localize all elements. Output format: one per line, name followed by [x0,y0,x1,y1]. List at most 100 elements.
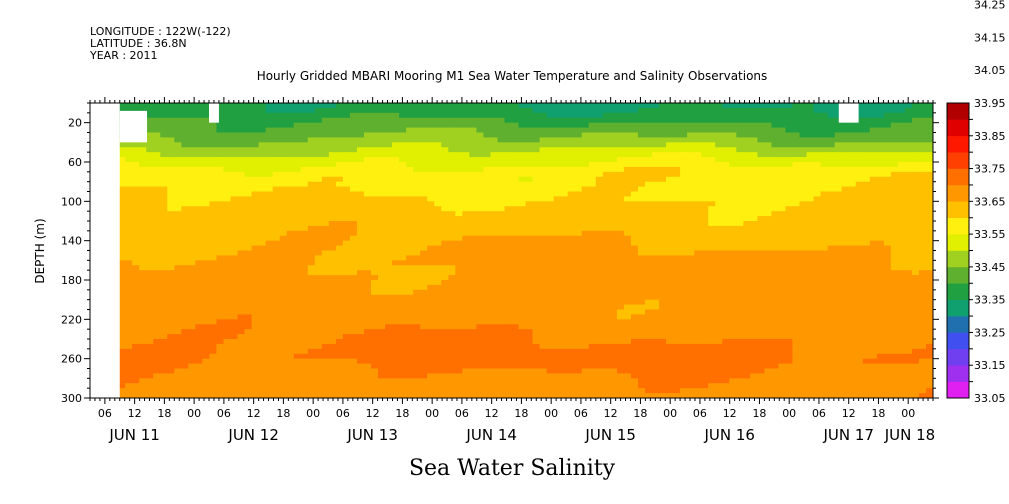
field-cell [286,112,295,119]
field-cell [420,127,428,134]
field-cell [146,181,154,188]
field-cell [785,245,794,252]
field-cell [244,162,253,168]
field-cell [349,176,358,183]
field-cell [827,137,836,143]
field-cell [356,230,365,237]
field-cell [385,157,393,163]
field-cell [462,250,470,257]
field-cell [799,284,808,291]
field-cell [434,112,442,119]
field-cell [448,206,456,212]
field-cell [378,280,386,286]
field-cell [532,201,541,207]
field-cell [862,122,871,129]
field-cell [195,255,204,261]
field-cell [153,230,161,237]
field-cell [202,201,211,207]
field-cell [560,196,569,202]
field-cell [335,181,344,188]
field-cell [567,299,576,306]
field-cell [483,201,492,207]
field-cell [251,280,260,286]
field-cell [209,265,218,271]
field-cell [546,176,555,183]
field-cell [462,181,470,188]
field-cell [139,107,147,114]
field-cell [272,225,281,232]
field-cell [799,235,808,242]
field-cell [167,280,175,286]
field-cell [764,152,773,158]
field-cell [708,260,716,266]
field-cell [630,162,639,168]
field-cell [160,191,168,198]
field-cell [349,235,358,242]
field-cell [574,294,583,301]
field-cell [652,186,660,193]
field-cell [202,166,211,173]
field-cell [623,107,632,114]
field-cell [673,221,681,227]
field-cell [272,299,281,306]
field-cell [792,176,801,183]
field-cell [560,122,569,129]
field-cell [778,132,787,139]
field-cell [567,240,576,247]
field-cell [504,255,513,261]
field-cell [595,270,604,276]
field-cell [525,211,534,217]
field-cell [750,250,758,257]
field-cell [539,181,548,188]
field-cell [441,265,449,271]
field-cell [153,225,161,232]
field-cell [216,235,225,242]
field-cell [743,162,751,168]
field-cell [251,157,260,163]
field-cell [279,132,288,139]
field-cell [539,280,548,286]
field-cell [511,240,520,247]
field-cell [258,235,267,242]
field-cell [328,225,337,232]
field-cell [855,201,864,207]
field-cell [371,270,379,276]
field-cell [869,225,878,232]
field-cell [237,107,246,114]
field-cell [588,112,597,119]
field-cell [392,122,400,129]
field-cell [757,240,766,247]
field-cell [321,225,330,232]
field-cell [300,299,309,306]
field-cell [715,270,723,276]
field-cell [785,166,794,173]
field-cell [321,255,330,261]
field-cell [406,157,414,163]
field-cell [602,275,611,281]
field-cell [771,245,780,252]
field-cell [532,289,541,296]
field-cell [532,206,541,212]
field-cell [623,255,632,261]
field-cell [883,191,892,198]
field-cell [701,162,709,168]
field-cell [715,240,723,247]
field-cell [834,235,843,242]
field-cell [792,117,801,124]
field-cell [581,186,590,193]
field-cell [673,201,681,207]
field-cell [160,235,168,242]
field-cell [223,171,232,178]
field-cell [813,191,822,198]
field-cell [160,294,168,301]
field-cell [750,152,758,158]
field-cell [314,270,323,276]
field-cell [504,103,513,109]
field-cell [363,181,372,188]
field-cell [146,221,154,227]
field-cell [139,289,147,296]
field-cell [258,152,267,158]
field-cell [637,270,646,276]
field-cell [532,255,541,261]
field-cell [855,191,864,198]
